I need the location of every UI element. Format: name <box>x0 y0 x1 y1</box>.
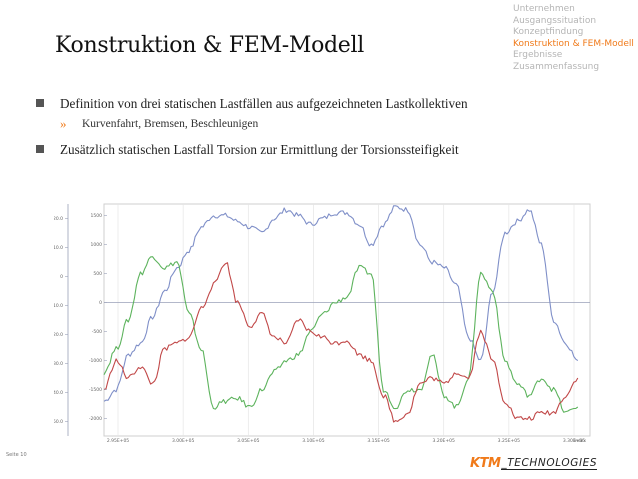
square-bullet-icon <box>36 145 44 153</box>
x-tick-label: 3.05E+05 <box>237 438 259 444</box>
logo-technologies: _TECHNOLOGIES <box>501 457 598 470</box>
plot-frame <box>103 203 591 437</box>
x-tick-label: 3.25E+05 <box>498 438 520 444</box>
left-tick-label: -10.0 <box>54 303 63 309</box>
nav-item-ergebnisse[interactable]: Ergebnisse <box>513 50 563 61</box>
nav-item-zusammenfassung[interactable]: Zusammenfassung <box>513 61 600 72</box>
nav-item-unternehmen[interactable]: Unternehmen <box>513 4 575 14</box>
ktm-technologies-logo: KTM _TECHNOLOGIES <box>470 456 598 471</box>
right-tick-label: 1000 <box>91 242 103 248</box>
left-tick-label: -50.0 <box>54 419 63 425</box>
left-tick-label: 10.0 <box>54 245 63 251</box>
x-tick-label: 3.10E+05 <box>302 438 324 444</box>
right-tick-label: 500 <box>93 271 102 277</box>
x-tick-label: 3.30E+05 <box>563 438 585 444</box>
bullet-list: Definition von drei statischen Lastfälle… <box>36 96 626 164</box>
series-line-red <box>103 262 579 423</box>
left-tick-label: -40.0 <box>54 390 63 396</box>
left-tick-label: -30.0 <box>54 361 63 367</box>
bullet-item: Definition von drei statischen Lastfälle… <box>36 96 626 118</box>
series-line-white <box>103 205 579 402</box>
right-tick-label: -2000 <box>89 416 102 422</box>
left-tick-label: 20.0 <box>54 216 63 222</box>
bullet-text: Definition von drei statischen Lastfälle… <box>60 96 468 111</box>
right-tick-label: 1500 <box>91 213 103 219</box>
nav-item-konstruktion-active[interactable]: Konstruktion & FEM-Modell <box>513 38 634 49</box>
square-bullet-icon <box>36 99 44 107</box>
series-line-green <box>103 256 579 413</box>
sub-bullet-text: Kurvenfahrt, Bremsen, Beschleunigen <box>82 118 259 130</box>
sub-bullet-marker: » <box>60 116 67 131</box>
right-tick-label: -1000 <box>89 358 102 364</box>
logo-ktm: KTM <box>470 456 501 471</box>
section-nav: Unternehmen Ausgangssituation Konzeptfin… <box>513 4 634 74</box>
page-number: Seite 10 <box>6 452 27 458</box>
x-tick-label: 3.00E+05 <box>172 438 194 444</box>
page-title: Konstruktion & FEM-Modell <box>55 33 364 58</box>
right-tick-label: 0 <box>99 300 102 306</box>
bullet-text: Zusätzlich statischen Lastfall Torsion z… <box>60 142 459 157</box>
sub-bullet-item: » Kurvenfahrt, Bremsen, Beschleunigen <box>36 116 626 142</box>
x-tick-label: 3.15E+05 <box>367 438 389 444</box>
left-tick-label: -20.0 <box>54 332 63 338</box>
x-tick-label: 3.20E+05 <box>433 438 455 444</box>
right-tick-label: -500 <box>92 329 102 335</box>
bullet-item: Zusätzlich statischen Lastfall Torsion z… <box>36 142 626 164</box>
right-tick-label: -1500 <box>89 387 102 393</box>
nav-item-konzeptfindung[interactable]: Konzeptfindung <box>513 27 584 38</box>
load-chart: 20.0 10.0 0 -10.0 -20.0 -30.0 -40.0 -50.0 1500 1… <box>54 196 600 444</box>
x-axis-end-label: Index <box>574 438 587 444</box>
x-tick-label: 2.95E+05 <box>107 438 129 444</box>
left-tick-label: 0 <box>60 274 63 280</box>
nav-item-ausgangssituation[interactable]: Ausgangssituation <box>513 15 597 26</box>
